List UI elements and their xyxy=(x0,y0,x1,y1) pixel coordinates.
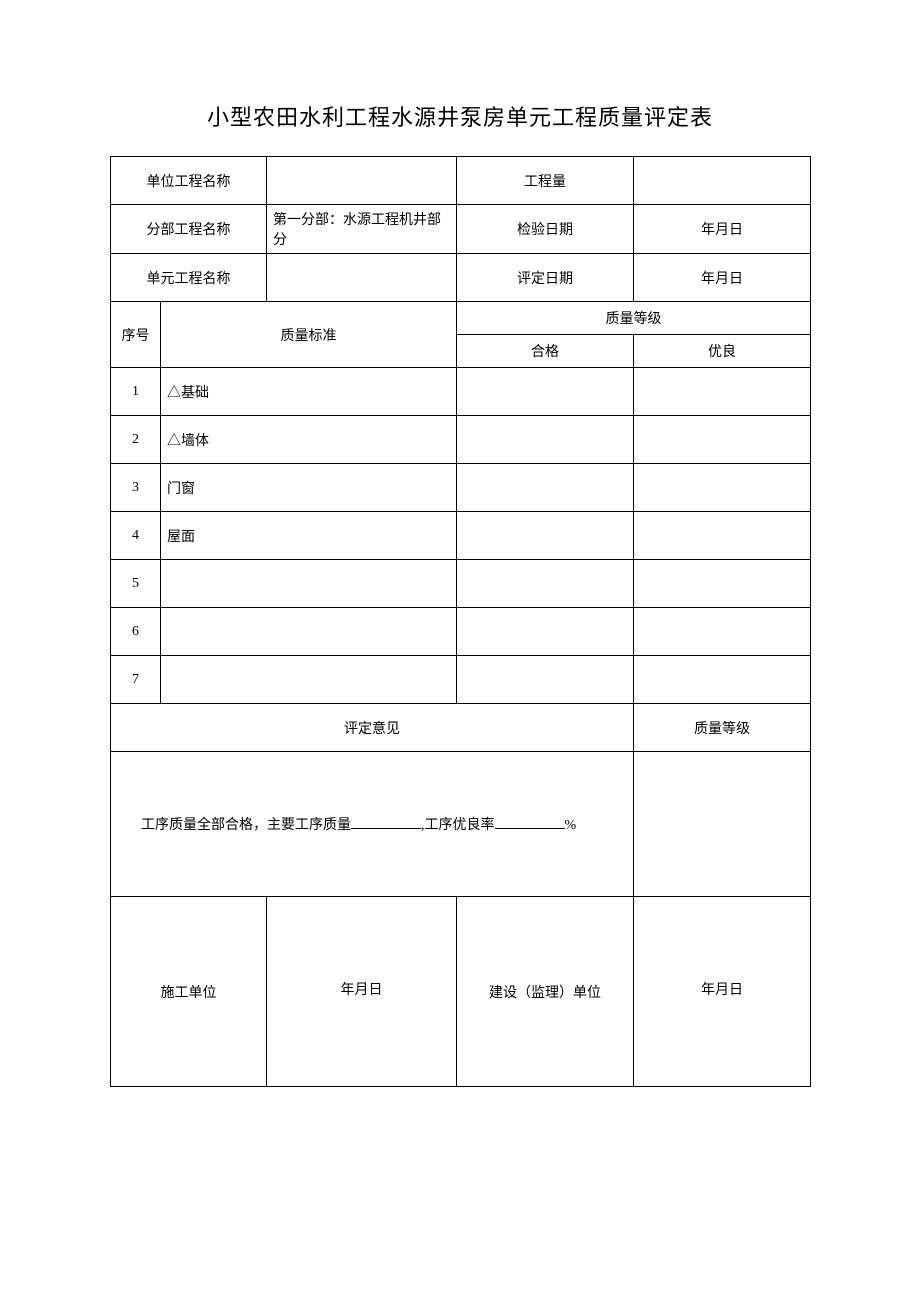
opinion-header-row: 评定意见 质量等级 xyxy=(111,704,811,752)
seq-header: 序号 xyxy=(111,302,161,368)
pass-cell xyxy=(457,608,634,656)
seq-cell: 6 xyxy=(111,608,161,656)
quality-grade-value xyxy=(634,752,811,897)
column-header-row-1: 序号 质量标准 质量等级 xyxy=(111,302,811,335)
standard-cell: △墙体 xyxy=(161,416,457,464)
seq-cell: 2 xyxy=(111,416,161,464)
grade-header: 质量等级 xyxy=(457,302,811,335)
excellent-cell xyxy=(634,560,811,608)
standard-cell xyxy=(161,608,457,656)
division-project-name-label: 分部工程名称 xyxy=(111,205,267,254)
standard-cell xyxy=(161,560,457,608)
excellent-cell xyxy=(634,464,811,512)
construction-unit-label: 施工单位 xyxy=(111,897,267,1087)
table-row: 6 xyxy=(111,608,811,656)
blank-line xyxy=(351,815,421,829)
footer-row: 施工单位 年月日 建设（监理）单位 年月日 xyxy=(111,897,811,1087)
excellent-header: 优良 xyxy=(634,335,811,368)
inspection-date-label: 检验日期 xyxy=(457,205,634,254)
construction-date-cell: 年月日 xyxy=(267,897,457,1087)
unit-eng-name-label: 单元工程名称 xyxy=(111,254,267,302)
unit-project-name-value xyxy=(267,157,457,205)
seq-cell: 1 xyxy=(111,368,161,416)
blank-line xyxy=(495,815,565,829)
table-row: 4 屋面 xyxy=(111,512,811,560)
table-row: 7 xyxy=(111,656,811,704)
header-row-3: 单元工程名称 评定日期 年月日 xyxy=(111,254,811,302)
inspection-date-value: 年月日 xyxy=(634,205,811,254)
table-row: 3 门窗 xyxy=(111,464,811,512)
opinion-text-suffix: % xyxy=(565,818,577,833)
pass-cell xyxy=(457,656,634,704)
table-row: 5 xyxy=(111,560,811,608)
header-row-1: 单位工程名称 工程量 xyxy=(111,157,811,205)
evaluation-date-label: 评定日期 xyxy=(457,254,634,302)
quality-grade-label: 质量等级 xyxy=(634,704,811,752)
unit-project-name-label: 单位工程名称 xyxy=(111,157,267,205)
quantity-value xyxy=(634,157,811,205)
pass-cell xyxy=(457,560,634,608)
supervision-date-cell: 年月日 xyxy=(634,897,811,1087)
supervision-unit-label: 建设（监理）单位 xyxy=(457,897,634,1087)
header-row-2: 分部工程名称 第一分部：水源工程机井部分 检验日期 年月日 xyxy=(111,205,811,254)
seq-cell: 7 xyxy=(111,656,161,704)
standard-header: 质量标准 xyxy=(161,302,457,368)
seq-cell: 4 xyxy=(111,512,161,560)
pass-cell xyxy=(457,368,634,416)
opinion-label: 评定意见 xyxy=(111,704,634,752)
unit-eng-name-value xyxy=(267,254,457,302)
seq-cell: 5 xyxy=(111,560,161,608)
standard-cell: △基础 xyxy=(161,368,457,416)
pass-header: 合格 xyxy=(457,335,634,368)
division-project-name-value: 第一分部：水源工程机井部分 xyxy=(267,205,457,254)
excellent-cell xyxy=(634,512,811,560)
opinion-text-row: 工序质量全部合格，主要工序质量 ,工序优良率% xyxy=(111,752,811,897)
pass-cell xyxy=(457,416,634,464)
table-row: 1 △基础 xyxy=(111,368,811,416)
standard-cell: 屋面 xyxy=(161,512,457,560)
evaluation-table: 单位工程名称 工程量 分部工程名称 第一分部：水源工程机井部分 检验日期 年月日… xyxy=(110,156,811,1087)
excellent-cell xyxy=(634,416,811,464)
excellent-cell xyxy=(634,368,811,416)
pass-cell xyxy=(457,512,634,560)
table-row: 2 △墙体 xyxy=(111,416,811,464)
seq-cell: 3 xyxy=(111,464,161,512)
evaluation-date-value: 年月日 xyxy=(634,254,811,302)
standard-cell xyxy=(161,656,457,704)
pass-cell xyxy=(457,464,634,512)
opinion-text-cell: 工序质量全部合格，主要工序质量 ,工序优良率% xyxy=(111,752,634,897)
excellent-cell xyxy=(634,656,811,704)
standard-cell: 门窗 xyxy=(161,464,457,512)
document-title: 小型农田水利工程水源井泵房单元工程质量评定表 xyxy=(110,100,810,132)
opinion-text-mid: ,工序优良率 xyxy=(421,818,495,833)
quantity-label: 工程量 xyxy=(457,157,634,205)
opinion-text-prefix: 工序质量全部合格，主要工序质量 xyxy=(141,818,351,833)
excellent-cell xyxy=(634,608,811,656)
